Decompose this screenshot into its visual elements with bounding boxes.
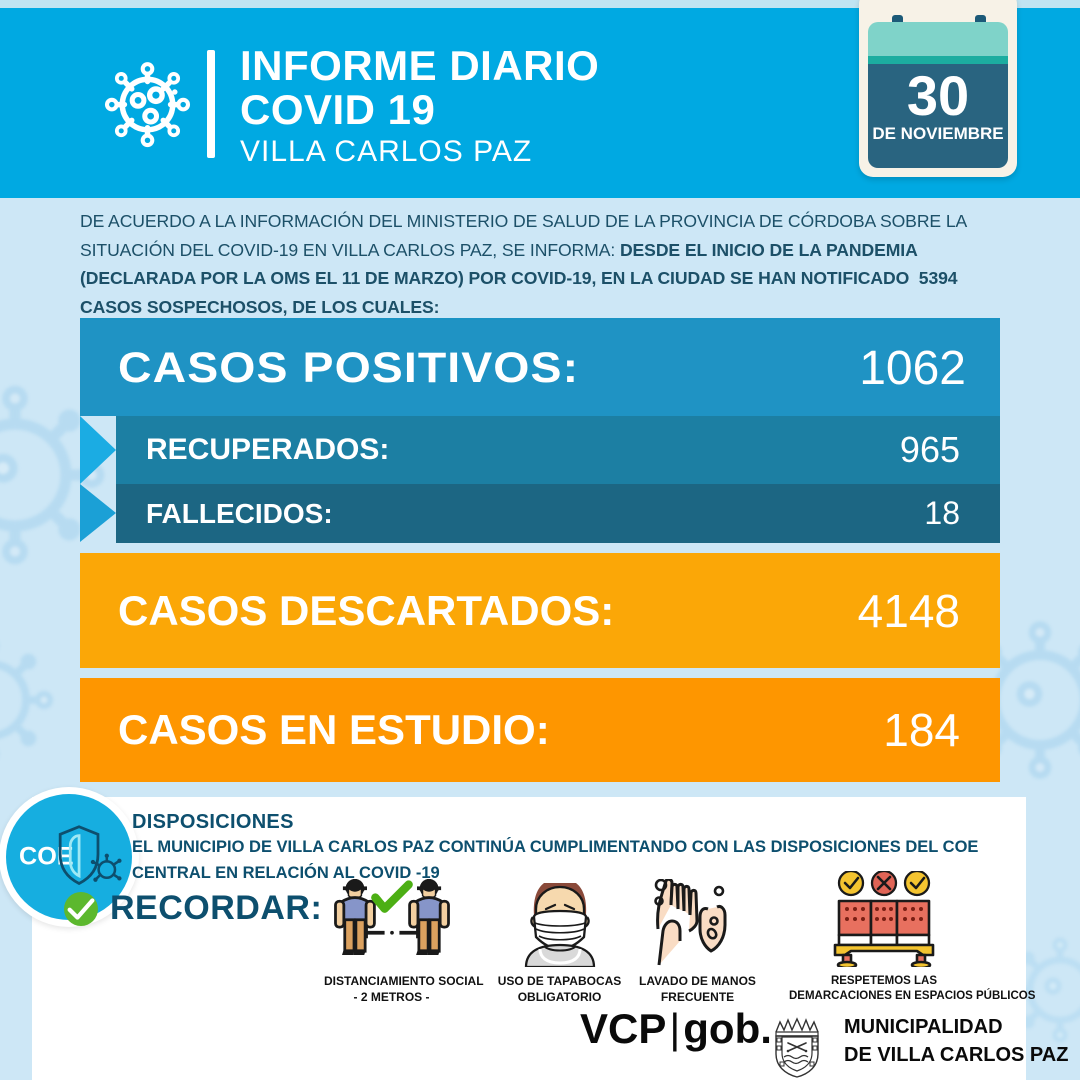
svg-text:COE: COE <box>19 843 74 871</box>
